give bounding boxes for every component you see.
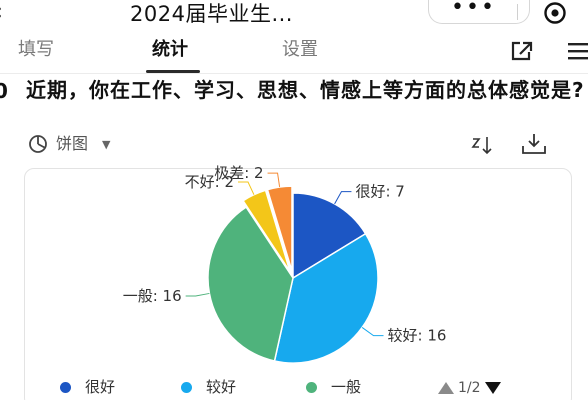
tab-settings[interactable]: 设置: [282, 39, 318, 60]
slice-average[interactable]: [207, 206, 294, 362]
legend-label: 很好: [85, 378, 116, 396]
chart-legend: 很好 较好 一般: [60, 376, 540, 400]
sort-icon[interactable]: [470, 135, 494, 155]
capsule-divider: [517, 4, 518, 20]
question-title: 近期，你在工作、学习、思想、情感上等方面的总体感觉是?: [26, 78, 585, 102]
legend-swatch: [60, 381, 71, 393]
legend-page-indicator: 1/2: [458, 380, 481, 396]
leader-line: [267, 172, 281, 188]
label-average: 一般: 16: [123, 287, 182, 305]
label-bad: 不好: 2: [185, 173, 234, 191]
legend-label: 一般: [331, 378, 362, 396]
tab-statistics[interactable]: 统计: [152, 39, 188, 60]
leader-line: [238, 181, 255, 195]
legend-pager: 1/2: [438, 380, 501, 396]
legend-item-average[interactable]: 一般: [306, 376, 361, 398]
chart-type-selector[interactable]: 饼图 ▼: [28, 132, 110, 156]
slice-bad[interactable]: [242, 189, 291, 273]
download-icon[interactable]: [520, 132, 548, 156]
legend-item-very-good[interactable]: 很好: [60, 376, 115, 398]
leader-line: [361, 327, 384, 337]
leader-line: [185, 292, 210, 297]
chart-type-label: 饼图: [56, 134, 89, 153]
title-bar: ‹ 2024届毕业生... •••: [0, 0, 588, 30]
legend-next-icon[interactable]: [484, 382, 501, 394]
legend-label: 较好: [206, 378, 237, 396]
caret-down-icon: ▼: [102, 137, 111, 151]
back-arrow-icon[interactable]: ‹: [0, 2, 3, 24]
mini-program-capsule: •••: [428, 0, 530, 24]
legend-swatch: [306, 381, 317, 393]
slice-very-good[interactable]: [292, 192, 367, 280]
menu-icon[interactable]: [568, 42, 588, 60]
page-title: 2024届毕业生...: [130, 2, 293, 26]
slice-good[interactable]: [273, 232, 379, 364]
label-very-good: 很好: 7: [355, 183, 404, 201]
pie-chart-icon: [29, 135, 47, 153]
slice-very-bad[interactable]: [266, 185, 293, 272]
tab-bar: 填写 统计 设置: [0, 30, 588, 74]
tab-fill[interactable]: 填写: [18, 39, 54, 60]
share-external-icon[interactable]: [510, 40, 534, 62]
legend-prev-icon[interactable]: [438, 382, 454, 394]
target-circle-icon[interactable]: [543, 1, 567, 25]
active-tab-indicator: [146, 70, 200, 73]
leader-line: [334, 191, 352, 205]
legend-swatch: [181, 381, 192, 393]
more-dots-icon[interactable]: •••: [451, 0, 496, 20]
label-very-bad: 极差: 2: [214, 164, 263, 182]
chart-card: 很好: 7 较好: 16 一般: 16 不好: 2 极差: 2: [24, 164, 572, 400]
legend-item-good[interactable]: 较好: [181, 376, 236, 398]
question-number: 0: [0, 79, 8, 103]
label-good: 较好: 16: [388, 327, 447, 345]
pie-chart: 很好: 7 较好: 16 一般: 16 不好: 2极差: 2: [123, 164, 447, 364]
